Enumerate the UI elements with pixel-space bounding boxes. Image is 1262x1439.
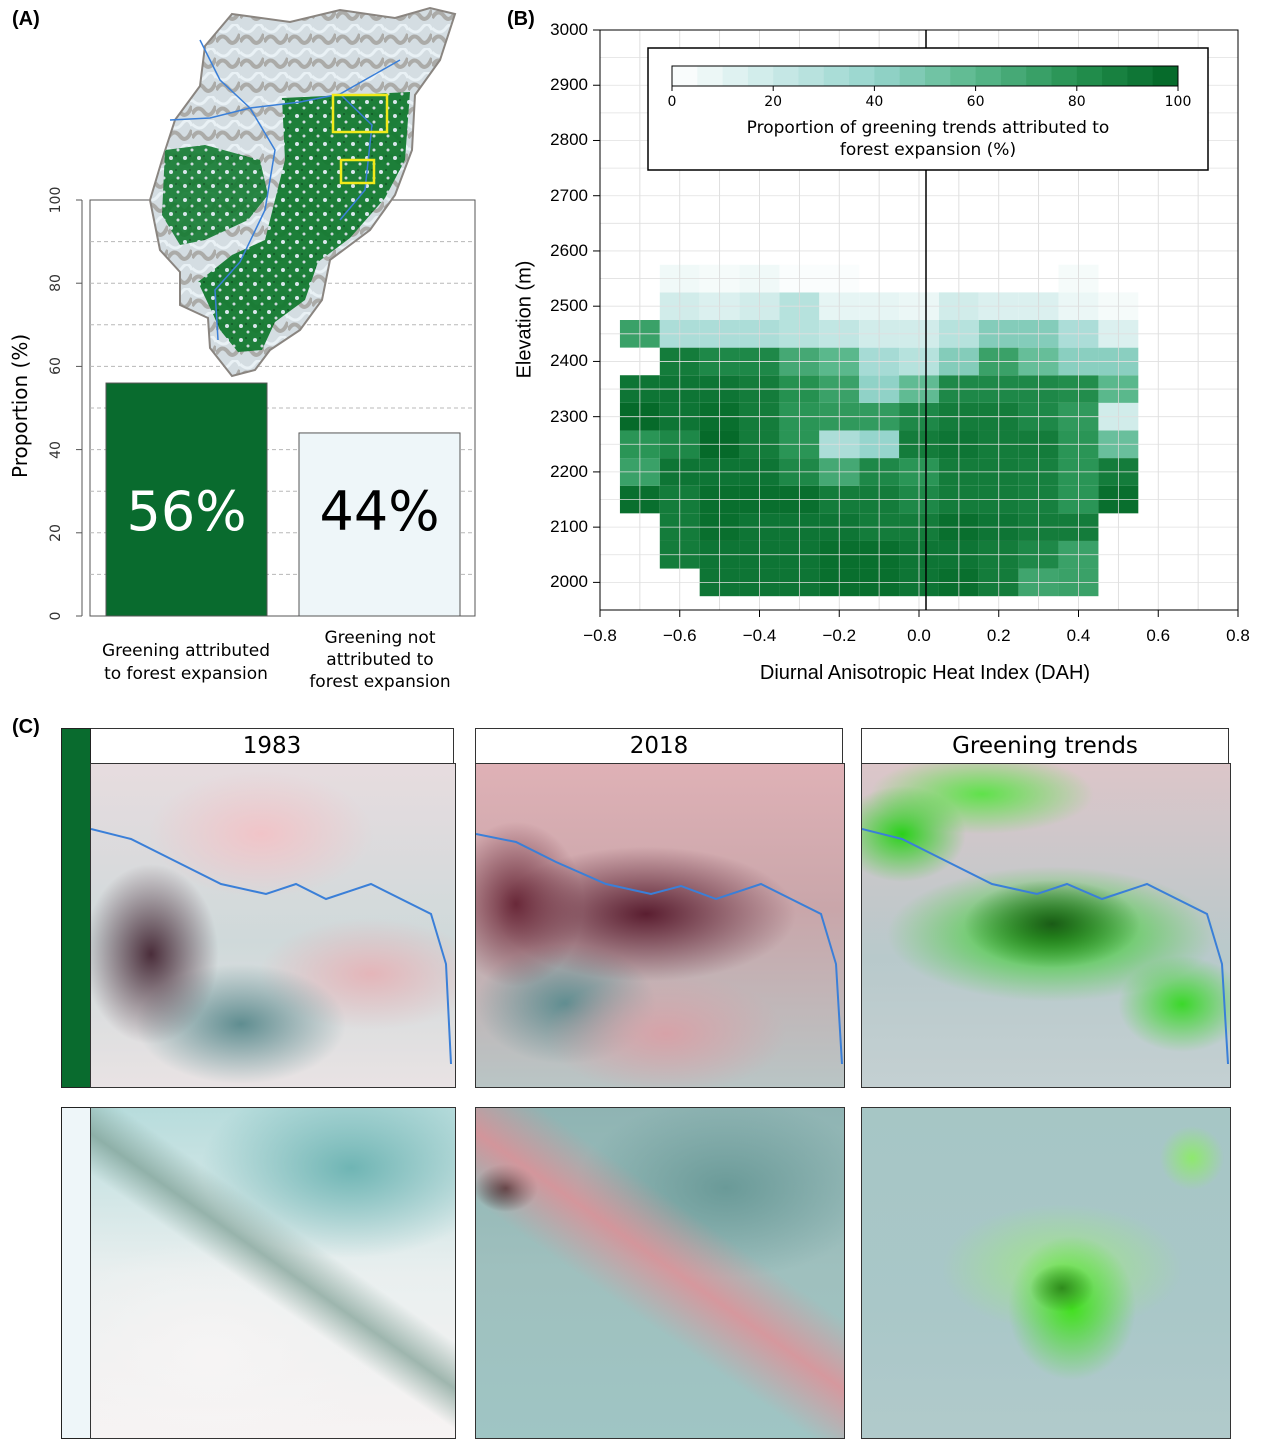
bar — [105, 382, 268, 617]
colorbar-label-line: forest expansion (%) — [839, 140, 1017, 160]
colorbar-label-line: Proportion of greening trends attributed… — [746, 118, 1110, 138]
bars — [105, 382, 461, 617]
colorbar-step — [1051, 66, 1078, 86]
image-2018-forest-site — [475, 763, 845, 1088]
river — [169, 107, 251, 121]
colorbar-step — [697, 66, 724, 86]
colorbar-tick-label: 100 — [1164, 94, 1192, 110]
y-tick-label: 2800 — [550, 130, 588, 150]
study-area-map — [148, 6, 457, 378]
y-axis — [593, 29, 600, 583]
colorbar-step — [1127, 66, 1154, 86]
panel-b-svg — [593, 29, 1239, 617]
category-label-line: to forest expansion — [104, 664, 268, 684]
colorbar-step — [1076, 66, 1103, 86]
category-label-line: forest expansion — [309, 672, 451, 692]
river-overlay — [476, 833, 843, 1065]
colorbar-step — [975, 66, 1002, 86]
river — [339, 93, 373, 221]
x-tick-label: 0.8 — [1226, 626, 1250, 645]
panel-c-label: (C) — [12, 716, 40, 738]
colorbar-tick-label: 60 — [966, 94, 985, 110]
panel-a-svg — [76, 6, 476, 617]
colorbar-step — [1102, 66, 1128, 86]
colorbar-step — [1152, 66, 1179, 86]
image-1983-non-forest-site — [90, 1107, 456, 1439]
y-tick-label: 2100 — [550, 517, 588, 537]
image-2018-non-forest-site — [475, 1107, 845, 1439]
y-tick-label: 2400 — [550, 351, 588, 371]
river-overlay — [862, 828, 1229, 1065]
row-indicator-attributed — [61, 728, 91, 1088]
category-label: Greening attributed to forest expansion — [86, 640, 286, 686]
focus-box-2 — [339, 158, 376, 185]
image-1983-forest-site — [90, 763, 456, 1088]
bar — [298, 432, 461, 617]
image-greening-trends-non-forest-site — [861, 1107, 1231, 1439]
y-tick-label: 2200 — [550, 461, 588, 481]
colorbar-step — [899, 66, 926, 86]
forest-cover — [198, 92, 410, 352]
colorbar-step — [874, 66, 901, 86]
river — [199, 39, 401, 109]
column-header-greening-trends: Greening trends — [861, 728, 1229, 764]
y-tick-label: 2000 — [550, 572, 588, 592]
colorbar-step — [823, 66, 850, 86]
image-greening-trends-forest-site — [861, 763, 1231, 1088]
colorbar-label: Proportion of greening trends attributed… — [648, 117, 1208, 161]
y-tick-label: 3000 — [550, 20, 588, 39]
colorbar-step — [672, 66, 698, 86]
y-axis — [76, 199, 83, 617]
y-tick-label: 2900 — [550, 75, 588, 95]
y-axis-title: Elevation (m) — [513, 260, 536, 379]
river-overlay — [91, 828, 452, 1065]
column-header-1983: 1983 — [90, 728, 454, 764]
category-label-line: Greening not — [324, 628, 436, 648]
x-tick-label: 0.2 — [986, 626, 1011, 645]
x-tick-label: −0.8 — [583, 626, 617, 645]
column-header-2018: 2018 — [475, 728, 843, 764]
colorbar-tick-label: 20 — [764, 94, 783, 110]
colorbar-step — [1000, 66, 1027, 86]
colorbar-tick-label: 80 — [1067, 94, 1086, 110]
x-tick-label: 0.6 — [1146, 626, 1171, 645]
colorbar-tick-label: 40 — [865, 94, 884, 110]
panel-b-label: (B) — [507, 8, 535, 30]
bar-value-label: 44% — [319, 480, 440, 543]
colorbar-step — [798, 66, 825, 86]
category-label-line: Greening attributed — [101, 641, 271, 661]
x-axis-title: Diurnal Anisotropic Heat Index (DAH) — [759, 662, 1091, 684]
x-tick-label: −0.6 — [662, 626, 697, 645]
colorbar-step — [925, 66, 951, 86]
x-tick-label: 0.4 — [1066, 626, 1091, 645]
focus-box-1 — [331, 93, 389, 134]
colorbar — [647, 47, 1209, 171]
panel-a-label: (A) — [12, 8, 40, 30]
forest-cover-west — [162, 145, 268, 245]
colorbar-frame — [671, 65, 1179, 87]
bar-value-label: 56% — [126, 480, 247, 543]
y-tick-label: 2700 — [550, 185, 588, 205]
category-label: Greening not attributed to forest expans… — [280, 627, 480, 693]
colorbar-step — [747, 66, 774, 86]
x-tick-label: −0.4 — [742, 626, 777, 645]
colorbar-step — [722, 66, 749, 86]
colorbar-step — [950, 66, 977, 86]
colorbar-step — [849, 66, 875, 86]
y-tick-label: 2600 — [550, 240, 588, 260]
row-indicator-not-attributed — [61, 1107, 91, 1439]
x-tick-label: 0.0 — [907, 626, 931, 645]
colorbar-tick-label: 0 — [667, 94, 677, 110]
colorbar-step — [1026, 66, 1052, 86]
x-axis — [599, 610, 1239, 617]
y-tick-label: 2300 — [550, 406, 588, 426]
category-label-line: attributed to — [326, 650, 434, 670]
x-tick-label: −0.2 — [822, 626, 857, 645]
colorbar-step — [773, 66, 799, 86]
y-tick-label: 2500 — [550, 296, 588, 316]
river — [214, 107, 276, 341]
